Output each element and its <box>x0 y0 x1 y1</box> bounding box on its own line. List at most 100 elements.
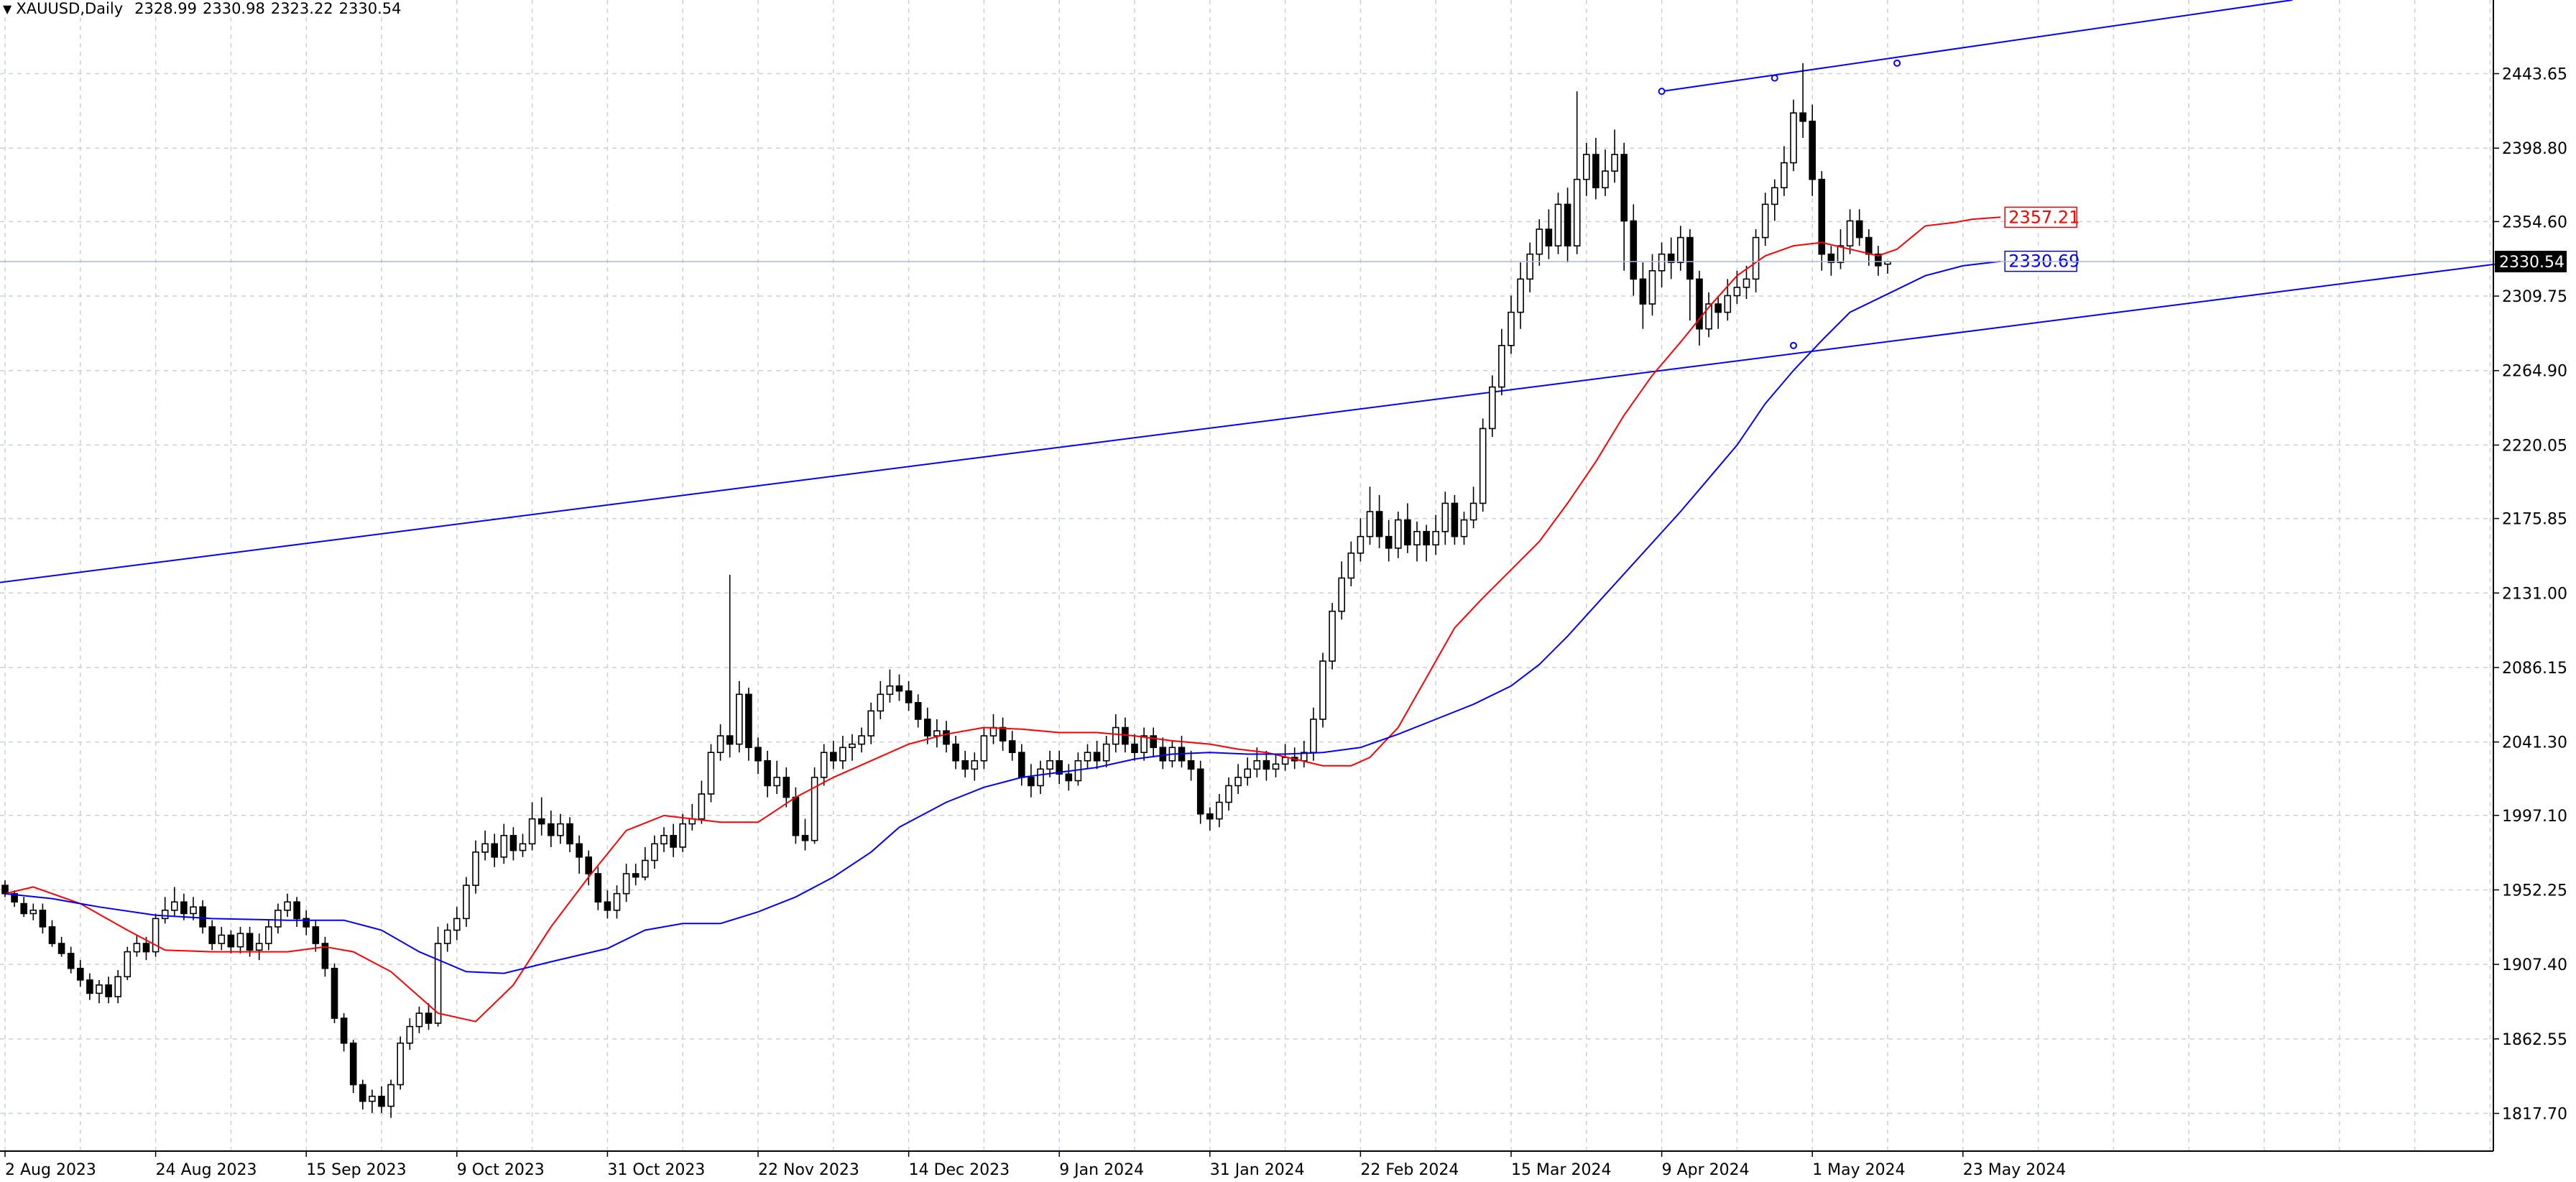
candle-bear <box>491 843 499 858</box>
candle-bull <box>1102 743 1110 762</box>
candle-bull <box>773 777 780 787</box>
candle-bear <box>208 926 216 944</box>
candle-bull <box>1272 763 1280 770</box>
y-tick-label: 2131.00 <box>2502 585 2567 603</box>
candle-bear <box>1827 253 1835 264</box>
candle-bull <box>453 918 461 931</box>
trendline-anchor <box>1790 341 1797 349</box>
candle-bull <box>971 759 979 770</box>
candle-bear <box>943 730 950 745</box>
candle-bull <box>651 843 658 862</box>
candle-bull <box>1781 162 1788 189</box>
candle-bear <box>1028 777 1035 787</box>
candle-bear <box>378 1095 385 1107</box>
candle-bear <box>566 823 573 845</box>
candle-bear <box>1159 747 1167 762</box>
candle-bull <box>1046 759 1053 770</box>
trendline-anchor <box>1658 88 1666 96</box>
candle-bull <box>284 901 291 911</box>
candle-bull <box>1658 253 1666 272</box>
candle-bear <box>425 1012 433 1024</box>
candle-bull <box>613 892 621 911</box>
y-tick-label: 1817.70 <box>2502 1106 2567 1124</box>
candle-bull <box>528 818 536 845</box>
candle-bear <box>1065 773 1073 782</box>
candle-bear <box>632 873 640 878</box>
candle-bear <box>321 943 329 969</box>
candle-bear <box>303 918 310 928</box>
candle-bear <box>1018 752 1025 778</box>
candle-bear <box>1008 740 1016 753</box>
candle-bull <box>124 951 131 978</box>
candle-bear <box>77 967 84 981</box>
candle-bull <box>1441 502 1449 532</box>
dropdown-arrow-icon[interactable]: ▼ <box>3 1 12 16</box>
candle-bear <box>180 901 188 915</box>
candle-bull <box>463 885 470 920</box>
y-tick-label: 2398.80 <box>2502 140 2567 158</box>
y-tick-label: 2175.85 <box>2502 511 2567 529</box>
current-price-badge <box>2495 250 2567 272</box>
candle-bear <box>905 690 913 703</box>
candle-bull <box>274 910 282 928</box>
candle-bull <box>1216 801 1223 820</box>
candle-bear <box>895 685 903 692</box>
candle-bull <box>1357 535 1365 554</box>
candle-bear <box>1150 735 1157 749</box>
candle-bear <box>1564 203 1571 246</box>
candle-bear <box>1809 120 1816 180</box>
x-tick-label: 31 Oct 2023 <box>607 1161 705 1179</box>
axes <box>0 0 2499 1157</box>
candle-bull <box>1253 759 1261 770</box>
candle-bull <box>500 834 508 858</box>
candle-bear <box>293 901 300 920</box>
candle-bull <box>519 843 527 851</box>
candle-bull <box>820 752 828 778</box>
trendlines[interactable] <box>0 0 2509 583</box>
candle-bull <box>1498 345 1505 388</box>
candle-bear <box>1799 112 1806 122</box>
candle-bear <box>961 759 969 770</box>
candle-bull <box>161 910 169 920</box>
candle-bull <box>152 918 160 953</box>
candle-bull <box>1583 154 1590 180</box>
candle-bull <box>1648 270 1656 305</box>
x-tick-label: 22 Feb 2024 <box>1360 1161 1459 1179</box>
candle-bull <box>1234 777 1242 787</box>
x-tick-label: 1 May 2024 <box>1812 1161 1905 1179</box>
candle-bear <box>1630 220 1638 280</box>
candle-bull <box>1573 178 1581 246</box>
candle-bear <box>11 892 18 903</box>
x-tick-label: 9 Jan 2024 <box>1059 1161 1144 1179</box>
candle-bear <box>39 910 47 928</box>
candle-bear <box>801 834 809 841</box>
candle-bear <box>1667 253 1675 264</box>
trendline-anchor <box>1893 59 1901 67</box>
x-tick-label: 14 Dec 2023 <box>909 1161 1010 1179</box>
candle-bull <box>1319 660 1326 720</box>
candle-bear <box>1093 752 1101 762</box>
x-tick-label: 9 Apr 2024 <box>1662 1161 1750 1179</box>
candle-bear <box>1404 519 1411 546</box>
candle-bear <box>1875 253 1882 267</box>
candle-bull <box>1677 236 1684 264</box>
candle-bull <box>434 943 442 1024</box>
candle-bull <box>679 823 687 848</box>
candle-bear <box>1696 278 1703 330</box>
candle-bear <box>604 901 611 911</box>
high-value: 2330.98 <box>202 0 265 17</box>
candle-bear <box>1714 303 1722 313</box>
candle-bear <box>340 1017 348 1044</box>
candle-bull <box>839 747 846 762</box>
candle-bull <box>114 976 121 997</box>
candle-bull <box>1037 768 1044 787</box>
candle-bear <box>585 857 593 874</box>
candle-bear <box>331 967 338 1019</box>
candle-bull <box>96 984 103 994</box>
ma-fast-line-label-box <box>2004 206 2077 228</box>
candle-bull <box>1329 610 1336 662</box>
candle-bull <box>1413 530 1421 546</box>
candle-bear <box>1056 759 1063 775</box>
candle-bull <box>218 934 226 944</box>
